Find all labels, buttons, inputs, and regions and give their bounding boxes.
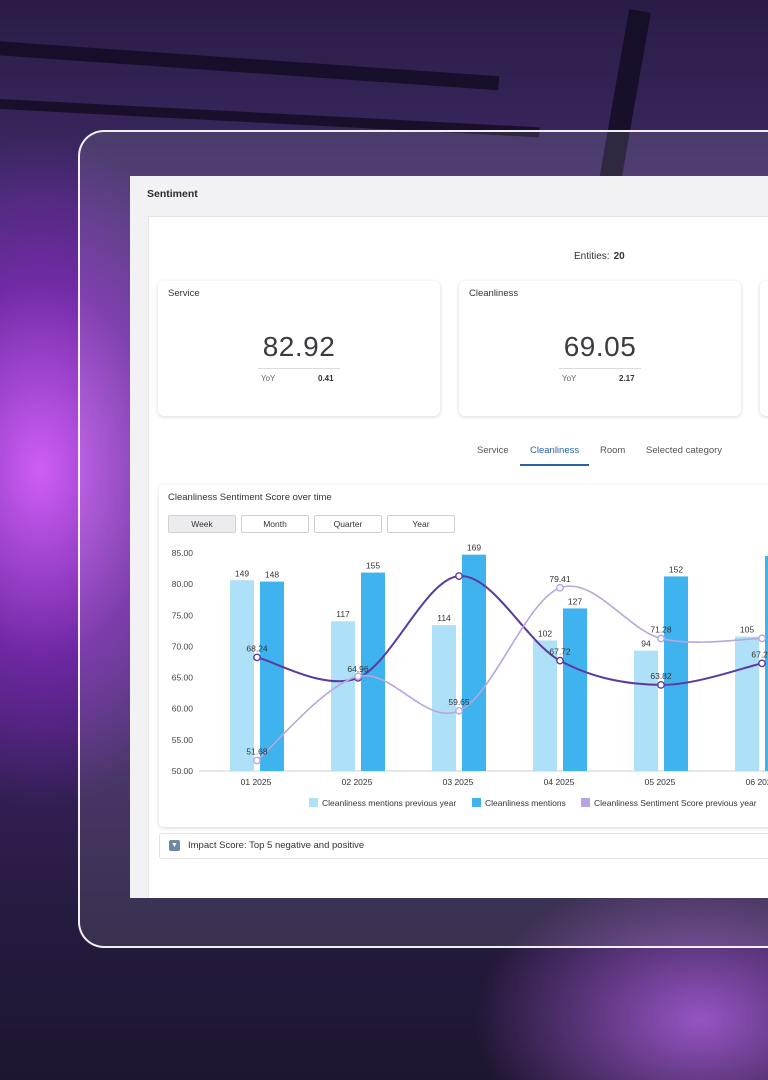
x-tick-label: 02 2025 (342, 777, 373, 787)
bar-data-label: 94 (641, 639, 651, 649)
impact-score-section[interactable]: ▼ Impact Score: Top 5 negative and posit… (159, 833, 768, 859)
bar (361, 572, 385, 771)
sentiment-chart: 85.00 80.00 75.00 70.00 65.00 60.00 55.00 50.00… (172, 543, 768, 808)
bar-data-label: 127 (568, 596, 582, 606)
line-point (556, 583, 564, 592)
line-data-label: 51.68 (246, 747, 268, 757)
line-point (657, 634, 665, 643)
yoy-value: 2.17 (619, 374, 635, 383)
legend-swatch (472, 798, 481, 807)
legend-label: Cleanliness Sentiment Score previous yea… (594, 798, 757, 808)
bar-data-label: 117 (336, 609, 350, 619)
entities-count: Entities: 20 (574, 251, 625, 262)
legend-swatch (581, 798, 590, 807)
line-point (253, 756, 261, 765)
bar-data-label: 152 (669, 564, 683, 574)
bar (230, 580, 254, 771)
line-data-label: 71.28 (650, 624, 672, 634)
impact-score-title: Impact Score: Top 5 negative and positiv… (188, 840, 365, 851)
sentiment-panel: Entities: 20 Service 82.92 YoY 0.41 Clean… (148, 216, 768, 898)
line-point (657, 681, 665, 689)
line-data-label: 67.72 (549, 647, 571, 657)
kpi-value: 82.92 (262, 331, 336, 362)
x-tick-label: 05 2025 (645, 777, 676, 787)
kpi-label: Service (168, 288, 200, 299)
ceiling-beam (0, 40, 500, 91)
page-title: Sentiment (147, 188, 198, 200)
yoy-label: YoY (562, 374, 577, 383)
bar-data-label: 102 (538, 628, 552, 638)
tab-room[interactable]: Room (600, 445, 626, 456)
kpi-value: 69.05 (563, 331, 637, 362)
y-tick-label: 80.00 (172, 579, 194, 589)
period-quarter-button[interactable]: Quarter (314, 515, 382, 533)
x-tick-label: 06 2025 (746, 777, 768, 787)
y-tick-label: 70.00 (172, 641, 194, 651)
bar-data-label: 148 (265, 570, 279, 580)
bar (533, 640, 557, 771)
yoy-value: 0.41 (318, 374, 334, 383)
line-point (354, 672, 362, 681)
line-data-label: 67.28 (751, 649, 768, 659)
bar-data-label: 105 (740, 625, 754, 635)
kpi-card-partial[interactable] (760, 281, 768, 416)
bar-data-label: 114 (437, 613, 451, 623)
line-data-label: 63.82 (650, 671, 672, 681)
bar (664, 576, 688, 771)
bar-data-label: 149 (235, 568, 249, 578)
entities-value: 20 (613, 251, 625, 262)
bar-data-label: 155 (366, 561, 380, 571)
y-tick-label: 85.00 (172, 548, 194, 558)
y-tick-label: 50.00 (172, 766, 194, 776)
period-week-button[interactable]: Week (168, 515, 236, 533)
bar (634, 650, 658, 771)
bar (462, 554, 486, 771)
line-data-label: 68.24 (246, 643, 268, 653)
legend-label: Cleanliness mentions previous year (322, 798, 456, 808)
expand-toggle-icon[interactable]: ▼ (169, 840, 180, 851)
bar (563, 608, 587, 771)
chart-title: Cleanliness Sentiment Score over time (168, 492, 332, 503)
line-point (556, 656, 564, 665)
line-series (256, 575, 763, 686)
tab-selected-category[interactable]: Selected category (646, 445, 723, 456)
kpi-label: Cleanliness (469, 288, 519, 299)
x-tick-label: 01 2025 (241, 777, 272, 787)
bar (765, 555, 768, 771)
line-data-label: 64.96 (347, 664, 369, 674)
line-point (758, 659, 766, 668)
entities-label: Entities: (574, 251, 610, 262)
bar (432, 625, 456, 771)
line-point (758, 634, 766, 643)
legend-label: Cleanliness mentions (485, 798, 566, 808)
line-point (455, 572, 463, 580)
x-tick-label: 04 2025 (544, 777, 575, 787)
tab-service[interactable]: Service (477, 445, 509, 456)
bar (260, 581, 284, 771)
tab-cleanliness[interactable]: Cleanliness (520, 445, 590, 466)
kpi-card-service[interactable]: Service 82.92 YoY 0.41 (158, 281, 440, 416)
period-year-button[interactable]: Year (387, 515, 455, 533)
x-tick-label: 03 2025 (443, 777, 474, 787)
bar (735, 636, 759, 771)
line-data-label: 59.65 (448, 697, 470, 707)
divider (559, 368, 641, 369)
chart-card: Cleanliness Sentiment Score over time We… (159, 485, 768, 827)
divider (258, 368, 340, 369)
bar (331, 621, 355, 771)
bar-data-label: 169 (467, 543, 481, 553)
sentiment-app-window: Sentiment Entities: 20 Service 82.92 YoY … (130, 176, 768, 898)
line-point (455, 706, 463, 715)
period-month-button[interactable]: Month (241, 515, 309, 533)
y-tick-label: 55.00 (172, 735, 194, 745)
y-tick-label: 75.00 (172, 610, 194, 620)
line-point (253, 653, 261, 662)
yoy-label: YoY (261, 374, 276, 383)
y-tick-label: 60.00 (172, 704, 194, 714)
line-data-label: 79.41 (549, 574, 571, 584)
y-tick-label: 65.00 (172, 673, 194, 683)
kpi-card-cleanliness[interactable]: Cleanliness 69.05 YoY 2.17 (459, 281, 741, 416)
legend-swatch (309, 798, 318, 807)
